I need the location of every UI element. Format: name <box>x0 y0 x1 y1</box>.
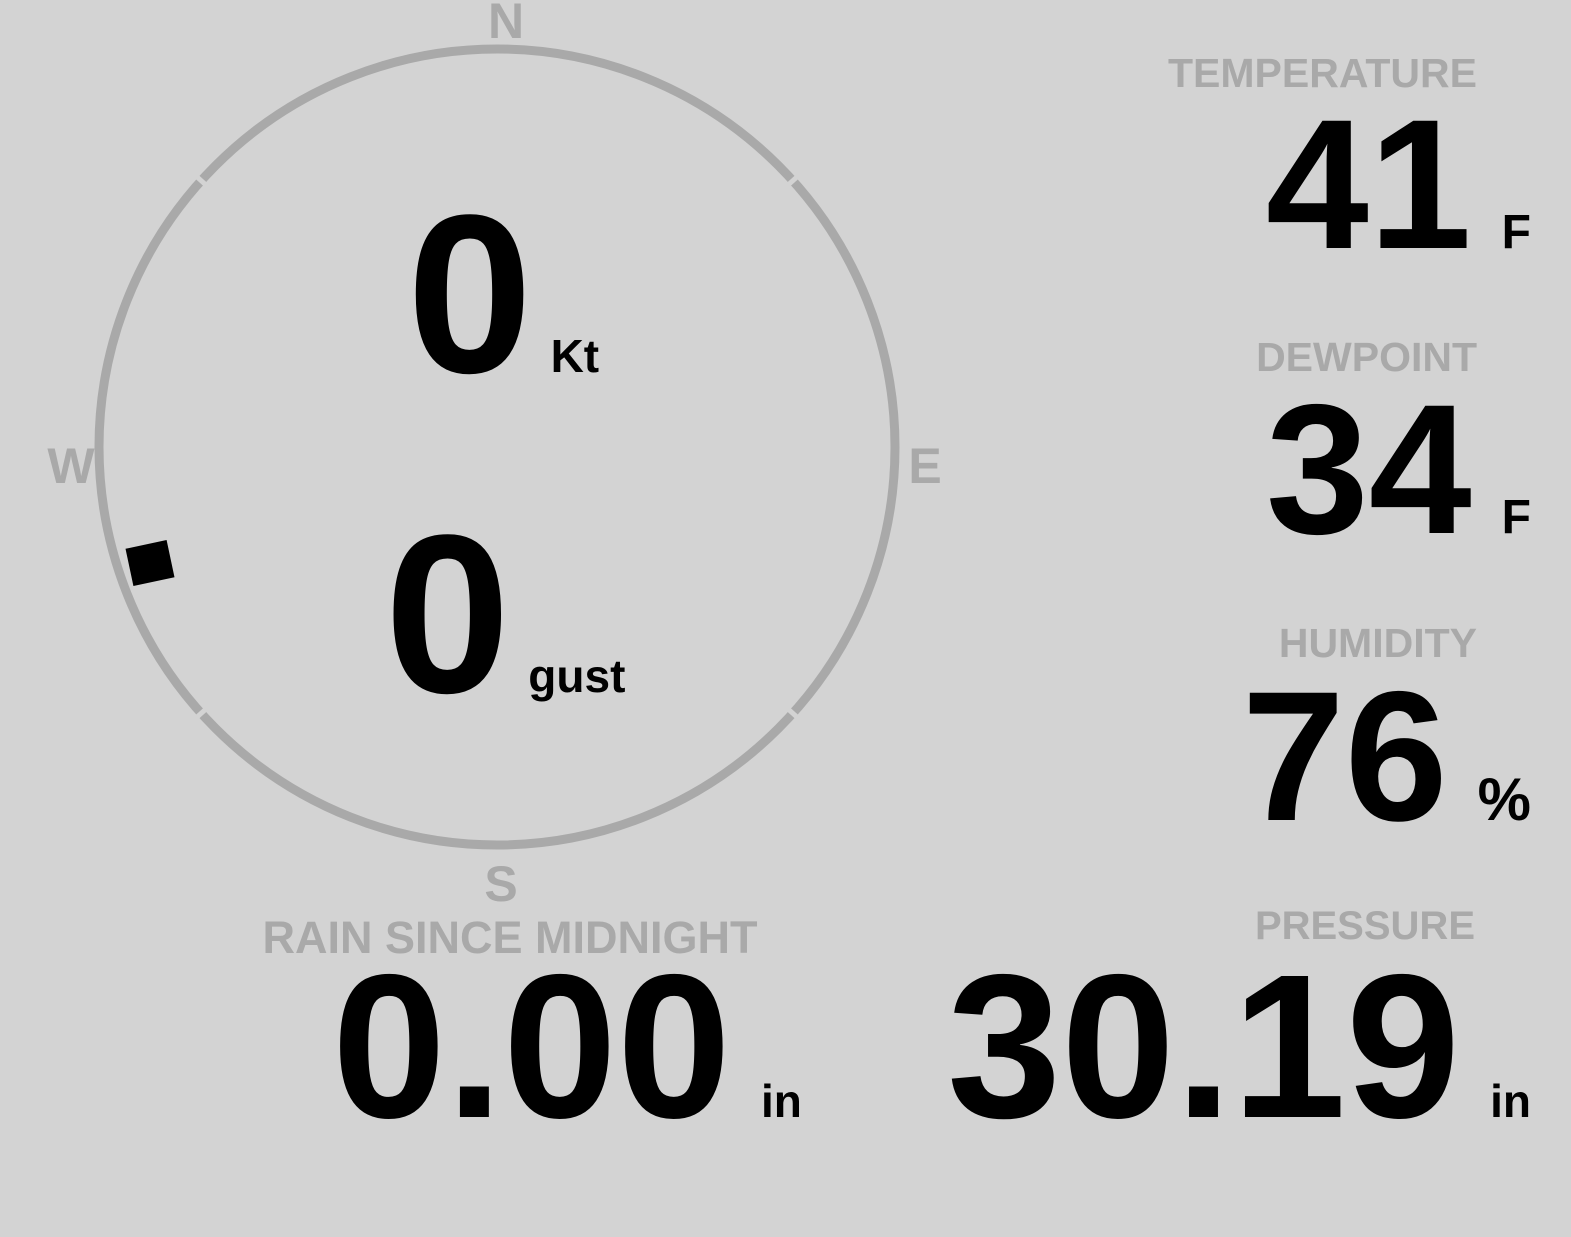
humidity-unit: % <box>1477 766 1531 833</box>
dewpoint-reading: 34 F <box>1266 378 1531 563</box>
compass-cardinal-north: N <box>487 0 525 49</box>
pressure-reading: 30.19 in <box>947 944 1531 1149</box>
humidity-reading: 76 % <box>1242 665 1531 850</box>
wind-speed-value: 0 <box>406 167 533 420</box>
compass-ring-break-ne <box>779 168 806 193</box>
dewpoint-label: DEWPOINT <box>1256 334 1477 380</box>
wind-direction-marker <box>125 540 175 586</box>
wind-gust-reading: 0 gust <box>385 501 626 727</box>
wind-speed-unit: Kt <box>550 330 600 382</box>
rain-since-midnight-reading: 0.00 in <box>332 944 802 1149</box>
humidity-value: 76 <box>1241 654 1448 860</box>
temperature-label: TEMPERATURE <box>1167 50 1477 96</box>
compass-ring <box>94 44 900 850</box>
rain-value: 0.00 <box>332 932 731 1161</box>
dewpoint-unit: F <box>1501 491 1531 544</box>
compass-cardinal-west: W <box>47 438 95 494</box>
compass-ring-break-sw <box>188 701 215 726</box>
humidity-label: HUMIDITY <box>1278 620 1477 666</box>
temperature-unit: F <box>1501 206 1531 259</box>
compass-cardinal-south: S <box>484 856 518 912</box>
wind-gust-unit: gust <box>528 650 626 702</box>
pressure-unit: in <box>1490 1075 1531 1127</box>
temperature-reading: 41 F <box>1266 93 1531 278</box>
rain-since-midnight-label: RAIN SINCE MIDNIGHT <box>262 912 758 963</box>
wind-gust-value: 0 <box>384 487 511 740</box>
compass-cardinal-east: E <box>908 438 942 494</box>
wind-speed-reading: 0 Kt <box>407 181 599 407</box>
pressure-value: 30.19 <box>947 932 1461 1161</box>
pressure-label: PRESSURE <box>1254 904 1475 948</box>
temperature-value: 41 <box>1265 82 1472 288</box>
compass-ring-break-se <box>779 701 806 726</box>
rain-unit: in <box>761 1075 802 1127</box>
compass-ring-break-nw <box>188 168 215 193</box>
dewpoint-value: 34 <box>1265 367 1472 573</box>
